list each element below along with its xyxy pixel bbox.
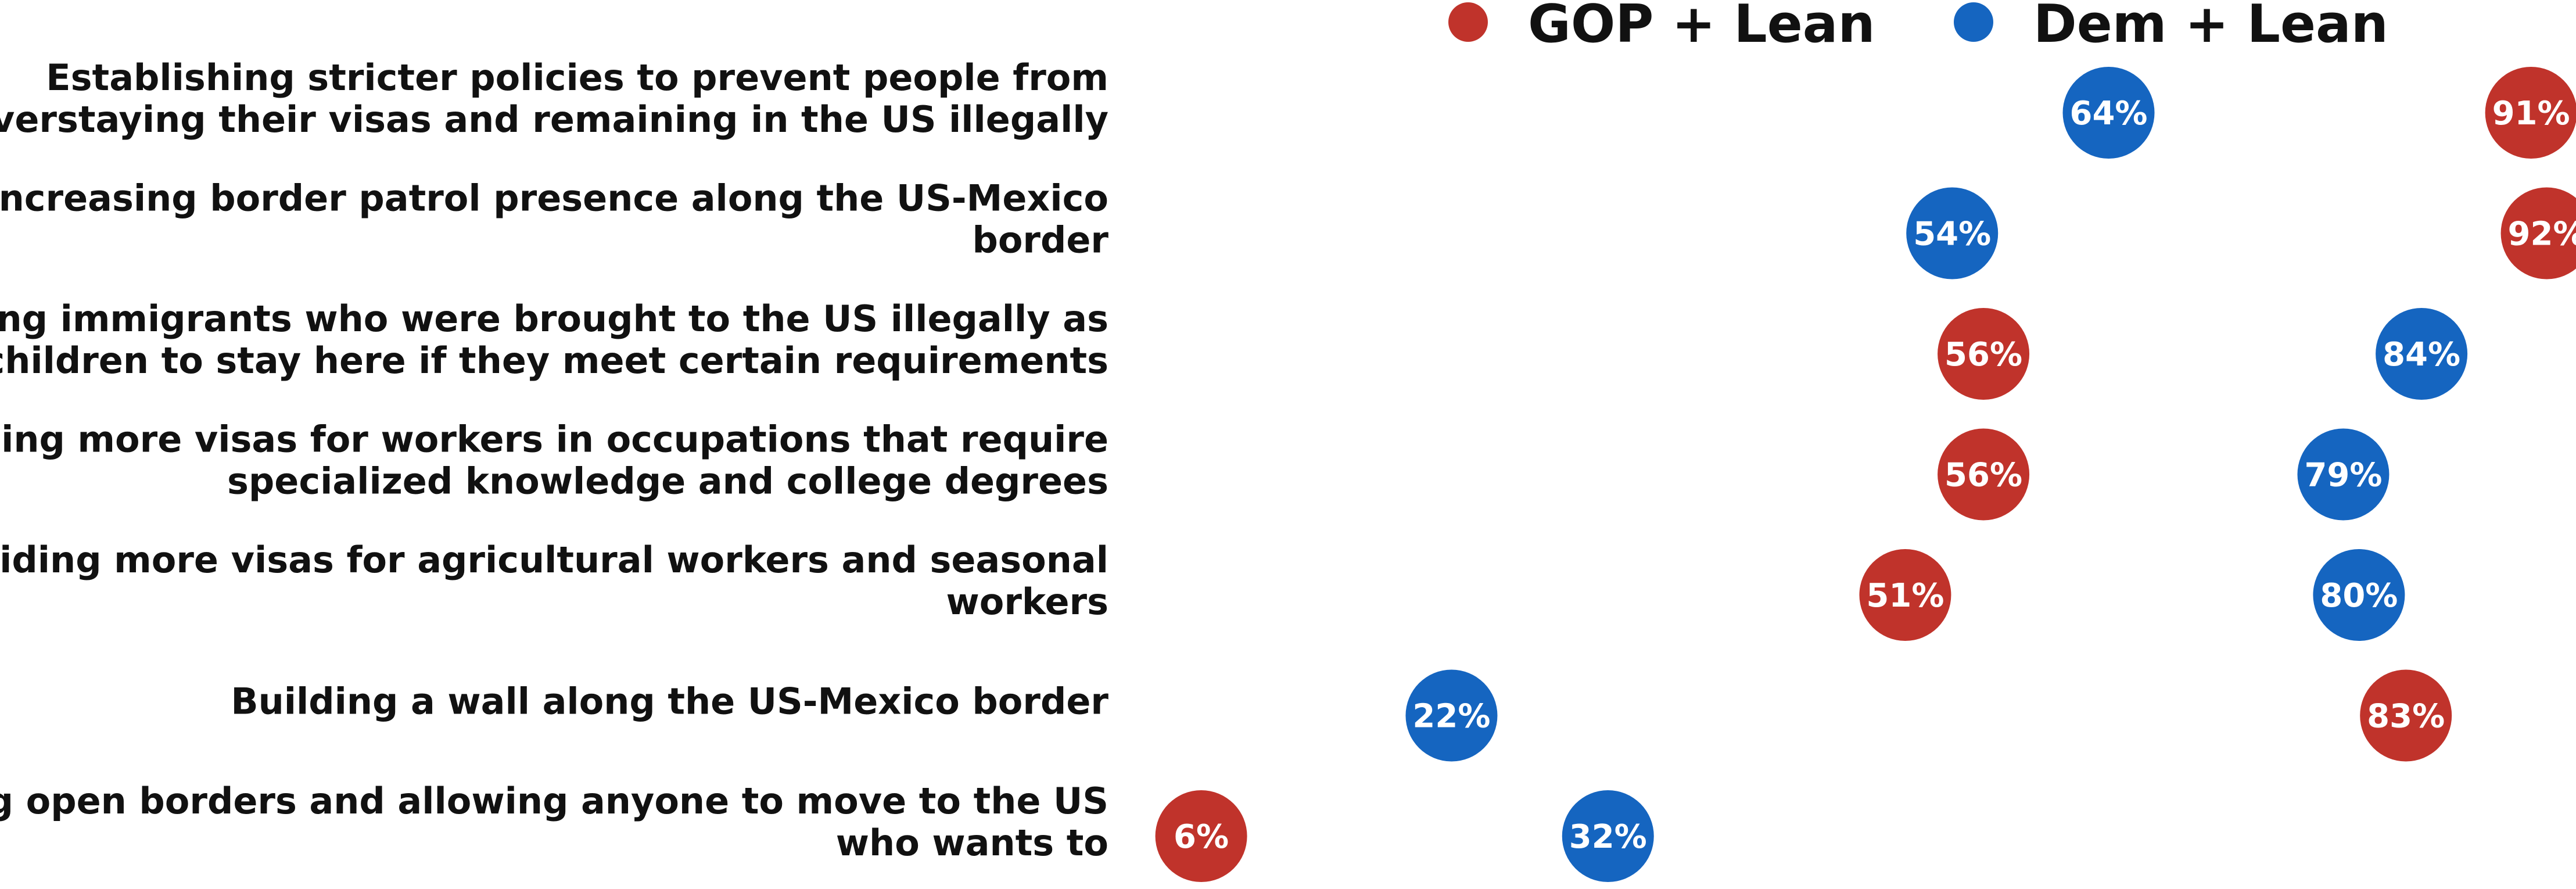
category-labels: Establishing stricter policies to preven… (0, 56, 1108, 864)
data-label: 84% (2383, 336, 2460, 374)
data-point (1938, 308, 2030, 400)
category-label: Providing more visas for workers in occu… (0, 418, 1108, 461)
data-label: 56% (1944, 457, 2022, 494)
data-point (2313, 549, 2405, 641)
category-label: overstaying their visas and remaining in… (0, 98, 1108, 141)
data-label: 83% (2367, 698, 2445, 736)
data-point (1859, 549, 1951, 641)
legend-label: GOP + Lean (1528, 0, 1875, 55)
data-label: 51% (1866, 577, 1944, 615)
data-point (1906, 187, 1999, 279)
category-label: border (972, 219, 1108, 261)
legend-label: Dem + Lean (2033, 0, 2388, 55)
category-label: Building a wall along the US-Mexico bord… (231, 680, 1108, 723)
category-label: specialized knowledge and college degree… (227, 460, 1108, 503)
category-label: Establishing stricter policies to preven… (46, 56, 1108, 99)
data-points: 91% 92% 56% 56% 51% 83% 6% 64% 54% 84% 79% 80% 22% 32… (1155, 67, 2576, 882)
category-label: Providing more visas for agricultural wo… (0, 539, 1108, 581)
data-label: 32% (1569, 818, 1647, 856)
data-label: 22% (1412, 698, 1490, 736)
data-point (1155, 790, 1247, 882)
category-label: children to stay here if they meet certa… (0, 339, 1108, 382)
legend: GOP + Lean Dem + Lean (1448, 0, 2388, 55)
data-point (2360, 669, 2452, 762)
data-point (2500, 187, 2576, 279)
data-point (2062, 67, 2155, 159)
data-point (1938, 428, 2030, 521)
category-label: Having open borders and allowing anyone … (0, 780, 1108, 822)
data-label: 6% (1174, 818, 1229, 856)
data-point (1405, 669, 1498, 762)
data-label: 56% (1944, 336, 2022, 374)
category-label: who wants to (836, 822, 1108, 864)
category-label: Increasing border patrol presence along … (0, 177, 1108, 220)
legend-marker (1448, 2, 1488, 42)
data-point (2485, 67, 2576, 159)
legend-marker (1954, 2, 1993, 42)
data-point (2297, 428, 2390, 521)
data-label: 80% (2320, 577, 2398, 615)
data-label: 54% (1913, 216, 1991, 253)
data-point (2376, 308, 2468, 400)
category-label: Allowing immigrants who were brought to … (0, 297, 1108, 340)
category-label: workers (946, 580, 1108, 623)
data-point (1562, 790, 1654, 882)
data-label: 92% (2508, 216, 2576, 253)
data-label: 64% (2069, 95, 2147, 132)
data-label: 79% (2304, 457, 2382, 494)
data-label: 91% (2492, 95, 2570, 132)
